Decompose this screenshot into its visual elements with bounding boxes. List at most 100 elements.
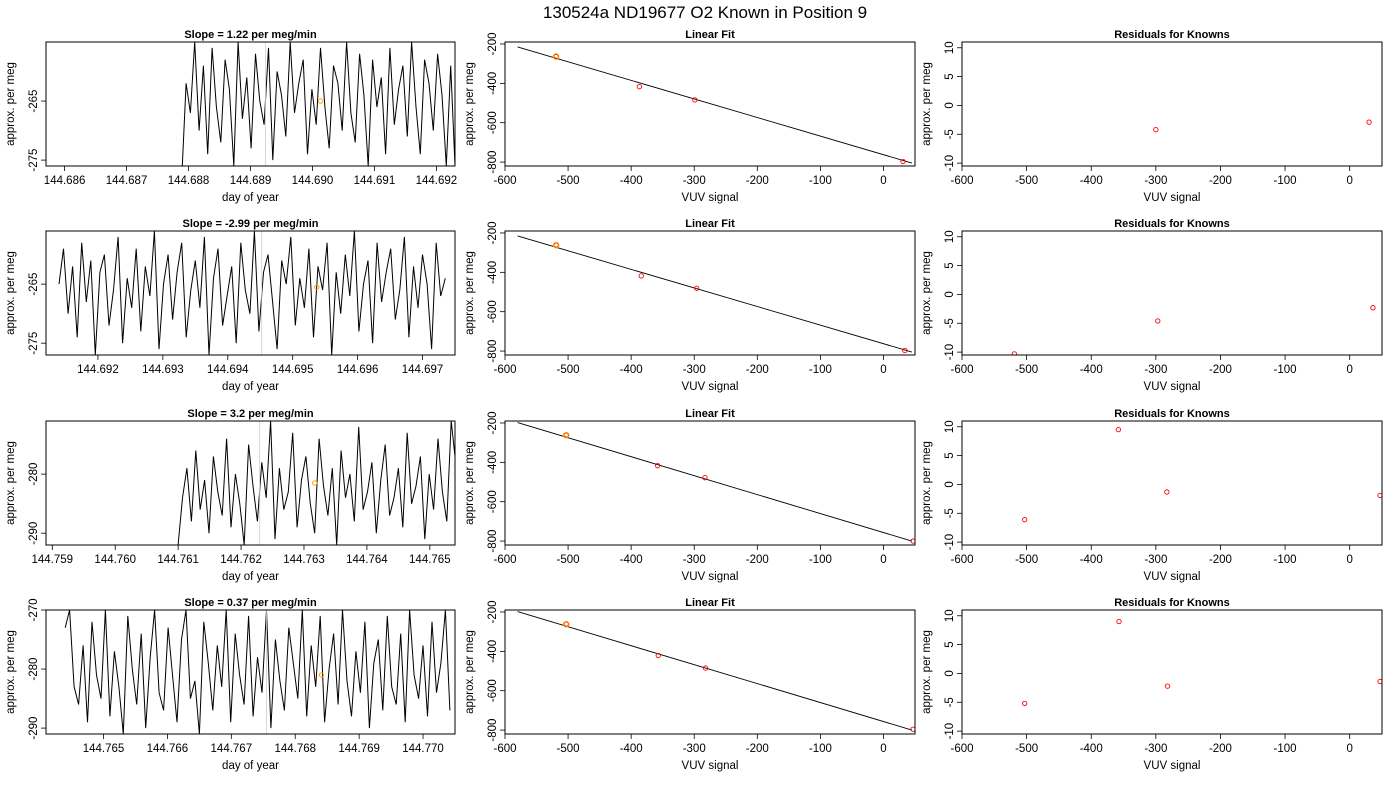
series-line: [58, 231, 446, 355]
x-tick-label: 144.766: [147, 743, 189, 755]
data-point: [692, 97, 698, 103]
x-tick-label: 0: [880, 175, 886, 187]
data-point: [702, 475, 708, 481]
x-tick-label: -300: [1144, 364, 1167, 376]
data-point: [1022, 516, 1028, 523]
y-axis-label: approx. per meg: [921, 441, 933, 525]
data-point: [1370, 305, 1376, 311]
data-point: [1377, 678, 1382, 685]
y-tick-label: -270: [28, 598, 40, 621]
y-tick-label: -400: [487, 451, 499, 474]
plot-area: [64, 610, 451, 734]
data-point: [638, 273, 644, 279]
series-line: [177, 421, 455, 545]
y-tick-label: -800: [487, 151, 499, 174]
x-tick-label: 0: [1346, 175, 1352, 187]
x-tick-label: 144.689: [230, 175, 272, 187]
panel-title: Linear Fit: [685, 29, 735, 41]
y-tick-label: 5: [944, 73, 956, 79]
panel-fit-3: Linear Fit -600 -500 -400 -300 -200 -100 0 -200 -…: [464, 597, 916, 772]
highlight-point: [318, 672, 325, 678]
y-tick-label: -5: [944, 129, 956, 139]
highlight-point: [317, 98, 324, 104]
plot-frame: [504, 609, 916, 735]
panel-resid-3: Residuals for Knowns-600 -500 -400 -300 -200…: [921, 597, 1383, 772]
x-tick-label: -400: [1080, 554, 1103, 566]
x-tick-label: -500: [557, 554, 580, 566]
x-tick-label: -200: [1209, 554, 1232, 566]
plot-area: [1022, 427, 1382, 523]
x-tick-label: 0: [1346, 743, 1352, 755]
y-axis-label: approx. per meg: [921, 62, 933, 146]
x-tick-label: -100: [1274, 554, 1297, 566]
x-tick-label: 144.767: [211, 743, 253, 755]
y-tick-label: 10: [944, 420, 956, 433]
y-tick-label: -10: [944, 155, 956, 172]
data-point: [563, 432, 569, 438]
x-axis-label: VUV signal: [1144, 760, 1201, 772]
y-tick-label: -200: [487, 600, 499, 623]
x-tick-label: 144.693: [142, 364, 184, 376]
x-tick-label: 144.762: [220, 554, 262, 566]
x-axis-label: VUV signal: [682, 381, 739, 393]
plot-frame: [45, 420, 456, 546]
plot-area: [177, 421, 455, 545]
data-point: [1022, 700, 1028, 707]
x-tick-label: 144.686: [44, 175, 86, 187]
panel-title: Linear Fit: [685, 597, 735, 609]
data-point: [902, 347, 908, 354]
data-point: [654, 463, 661, 469]
x-tick-label: -600: [950, 743, 973, 755]
plot-area: [517, 235, 912, 354]
x-tick-label: 144.690: [292, 175, 334, 187]
data-point: [553, 53, 559, 60]
x-tick-label: -500: [1015, 554, 1038, 566]
plot-frame: [961, 609, 1383, 735]
plot-frame: [504, 420, 916, 546]
y-tick-label: -200: [487, 411, 499, 434]
x-tick-label: -200: [746, 175, 769, 187]
panel-title: Linear Fit: [685, 408, 735, 420]
y-axis-label: approx. per meg: [5, 62, 17, 146]
y-tick-label: -600: [487, 490, 499, 513]
figure-title: 130524a ND19677 O2 Known in Position 9: [543, 3, 867, 22]
series-line: [181, 42, 455, 166]
plot-frame: [45, 230, 456, 356]
y-tick-label: 0: [944, 291, 956, 297]
y-tick-label: -5: [944, 318, 956, 328]
x-tick-label: -600: [493, 364, 516, 376]
x-tick-label: -400: [1080, 364, 1103, 376]
y-tick-label: -800: [487, 340, 499, 363]
panel-fit-2: Linear Fit -600 -500 -400 -300 -200 -100 0 -200 -…: [464, 408, 916, 583]
y-tick-label: -800: [487, 719, 499, 742]
panel-title: Residuals for Knowns: [1114, 597, 1230, 609]
fit-line: [517, 235, 912, 353]
x-axis-label: VUV signal: [682, 192, 739, 204]
data-point: [694, 285, 700, 291]
y-axis-label: approx. per meg: [464, 630, 476, 714]
x-tick-label: -300: [683, 743, 706, 755]
panel-timeseries-1: Slope = -2.99 per meg/min 144.692 144.693 1…: [5, 218, 456, 393]
x-tick-label: -400: [1080, 175, 1103, 187]
x-axis-label: day of year: [222, 381, 279, 393]
fit-line: [517, 46, 912, 164]
x-tick-label: 144.694: [207, 364, 249, 376]
y-tick-label: -600: [487, 300, 499, 323]
y-tick-label: 0: [944, 481, 956, 487]
y-tick-label: -10: [944, 534, 956, 551]
x-axis-label: day of year: [222, 571, 279, 583]
y-axis-label: approx. per meg: [5, 630, 17, 714]
plot-area: [517, 46, 912, 165]
x-tick-label: 144.687: [106, 175, 148, 187]
y-axis-label: approx. per meg: [464, 251, 476, 335]
panel-fit-0: Linear Fit -600 -500 -400 -300 -200 -100 0 -200 -…: [464, 29, 916, 204]
y-tick-label: -280: [28, 658, 40, 681]
x-tick-label: -600: [950, 175, 973, 187]
x-tick-label: -400: [620, 554, 643, 566]
panel-timeseries-2: Slope = 3.2 per meg/min 144.759 144.760 144…: [5, 408, 456, 583]
highlight-point: [552, 241, 560, 249]
x-tick-label: 0: [1346, 364, 1352, 376]
y-axis-label: approx. per meg: [464, 441, 476, 525]
x-axis-label: VUV signal: [1144, 192, 1201, 204]
data-point: [1115, 427, 1122, 433]
